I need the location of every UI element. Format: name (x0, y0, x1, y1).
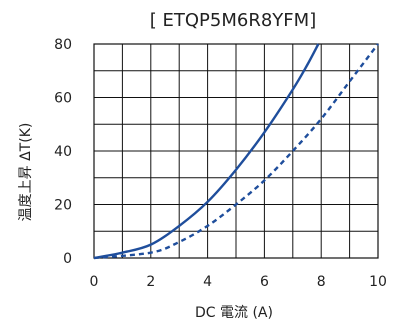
y-tick-label: 20 (54, 198, 72, 214)
y-tick-labels: 0 20 40 60 80 (54, 37, 72, 267)
x-tick-label: 4 (203, 274, 212, 290)
y-tick-label: 0 (63, 251, 72, 267)
x-tick-label: 10 (369, 274, 387, 290)
chart-title: [ ETQP5M6R8YFM] (150, 10, 316, 31)
x-tick-label: 6 (260, 274, 269, 290)
y-axis-label: 温度上昇 ΔT(K) (18, 123, 34, 222)
series-solid-line (93, 43, 320, 260)
series-layer (93, 43, 379, 260)
y-tick-label: 40 (54, 144, 72, 160)
x-tick-labels: 0 2 4 6 8 10 (90, 274, 387, 290)
y-tick-label: 80 (54, 37, 72, 53)
x-tick-label: 0 (90, 274, 99, 290)
x-tick-label: 2 (146, 274, 155, 290)
x-axis-label: DC 電流 (A) (195, 305, 273, 321)
plot-frame (93, 43, 379, 259)
series-dashed-line (93, 43, 379, 260)
grid (93, 43, 379, 259)
y-tick-label: 60 (54, 91, 72, 107)
x-tick-label: 8 (317, 274, 326, 290)
